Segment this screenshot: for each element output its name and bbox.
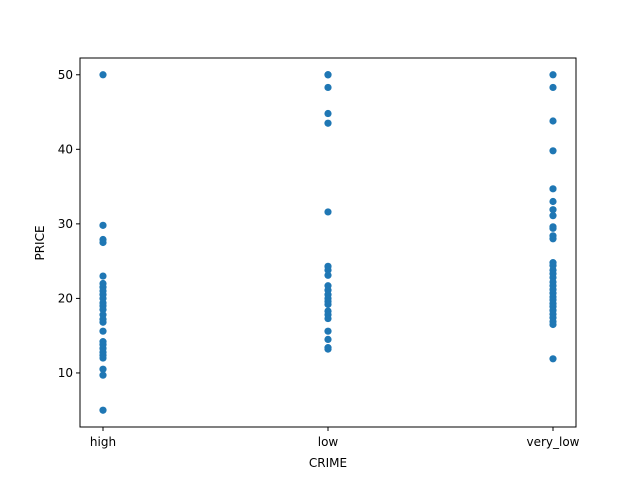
- data-point: [99, 318, 107, 326]
- data-point: [99, 406, 107, 414]
- y-tick-label: 50: [58, 68, 73, 82]
- x-axis-label: CRIME: [309, 456, 347, 470]
- x-tick-label: very_low: [526, 435, 579, 449]
- x-axis: high low very_low: [90, 427, 580, 449]
- y-tick-label: 10: [58, 366, 73, 380]
- data-point: [99, 354, 107, 362]
- y-tick-label: 40: [58, 142, 73, 156]
- data-points: [99, 71, 557, 414]
- data-point: [324, 345, 332, 353]
- data-point: [99, 71, 107, 79]
- data-point: [99, 327, 107, 335]
- data-point: [324, 109, 332, 118]
- data-point: [99, 371, 107, 379]
- data-point: [324, 300, 332, 308]
- y-tick-label: 20: [58, 291, 73, 305]
- y-tick-label: 30: [58, 217, 73, 231]
- data-point: [99, 272, 107, 280]
- data-point: [549, 212, 557, 220]
- data-point: [324, 71, 332, 79]
- data-point: [324, 83, 332, 92]
- data-point: [549, 355, 557, 363]
- data-point: [549, 71, 557, 79]
- data-point: [99, 221, 107, 229]
- data-point: [324, 335, 332, 344]
- data-point: [549, 320, 557, 329]
- data-point: [99, 305, 107, 314]
- data-point: [324, 327, 332, 335]
- data-point: [324, 314, 332, 323]
- y-axis: 10 20 30 40 50: [58, 68, 80, 380]
- data-point: [549, 235, 557, 243]
- data-point: [324, 271, 332, 279]
- data-point: [549, 117, 557, 125]
- data-point: [549, 206, 557, 214]
- data-point: [549, 83, 557, 92]
- data-point: [324, 266, 332, 274]
- data-point: [549, 147, 557, 155]
- data-point: [99, 365, 107, 373]
- data-point: [324, 119, 332, 127]
- x-tick-label: low: [318, 435, 339, 449]
- plot-area: [79, 57, 577, 428]
- data-point: [99, 238, 107, 247]
- data-point: [549, 224, 557, 232]
- y-axis-label: PRICE: [33, 225, 47, 260]
- x-tick-label: high: [90, 435, 116, 449]
- data-point: [549, 185, 557, 193]
- data-point: [324, 208, 332, 216]
- data-point: [549, 197, 557, 206]
